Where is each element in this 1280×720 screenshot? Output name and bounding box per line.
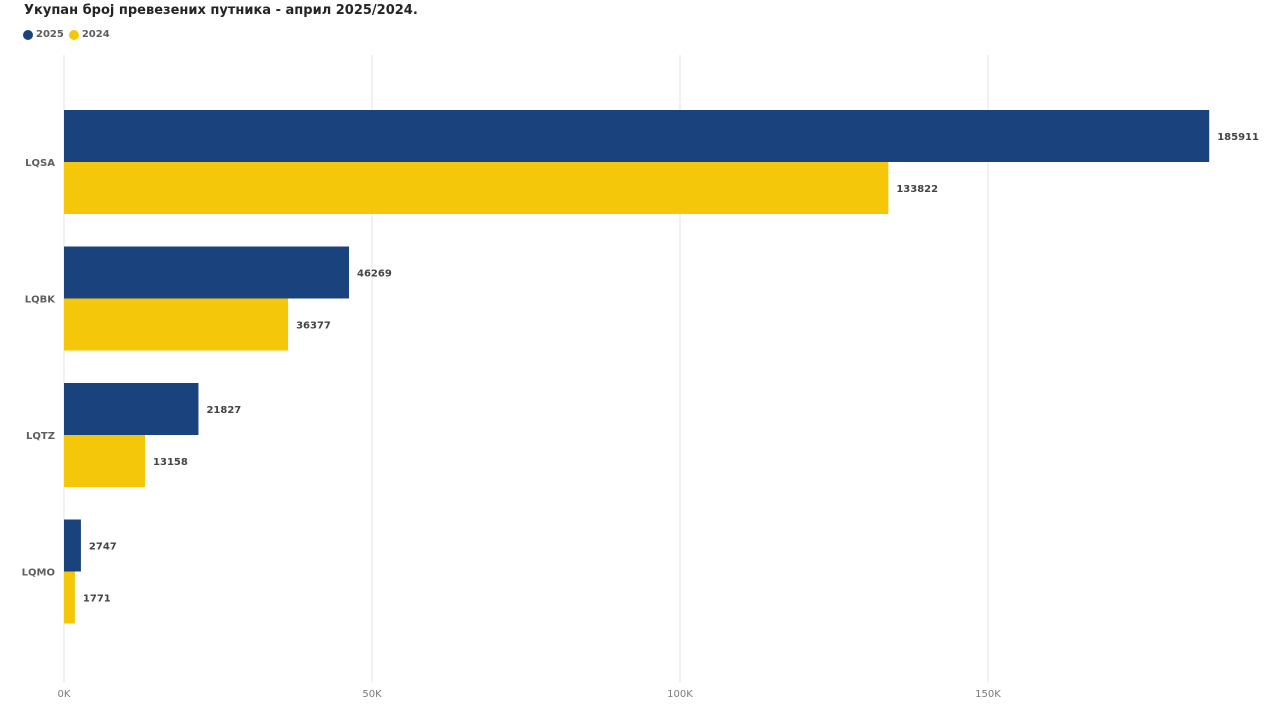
category-label: LQSA [25,158,55,169]
bar-2025-lqmo[interactable] [64,519,81,572]
x-tick-label: 0K [58,689,71,700]
legend-marker-2024 [68,29,79,40]
bar-2024-lqbk[interactable] [64,298,289,351]
legend: 2025 2024 [23,29,115,40]
x-tick-label: 100K [667,689,693,700]
legend-label-2024: 2024 [81,29,110,40]
bar-2025-lqbk[interactable] [64,246,350,299]
legend-marker-2025 [23,29,33,40]
category-label: LQBK [25,295,56,306]
bar-2024-lqtz[interactable] [64,435,146,487]
bars [64,110,1210,624]
data-label: 36377 [296,321,331,332]
data-label: 1771 [83,594,111,605]
bar-2024-lqmo[interactable] [64,571,75,624]
bar-2025-lqsa[interactable] [64,110,1210,162]
x-tick-label: 50K [362,689,382,700]
data-label: 2747 [89,542,117,553]
bar-2024-lqsa[interactable] [64,162,889,214]
data-label: 46269 [357,269,392,280]
legend-item-2024[interactable]: 2024 [68,29,110,40]
labels: 0K 50K 100K 150K LQSA 185911 133822 LQBK 46269 36… [22,132,1259,700]
bar-2025-lqtz[interactable] [64,383,199,435]
data-label: 185911 [1217,132,1259,143]
x-tick-label: 150K [975,689,1001,700]
legend-item-2025[interactable]: 2025 [23,29,64,40]
data-label: 133822 [896,184,938,195]
chart-title: Укупан број превезених путника - април 2… [24,3,418,18]
data-label: 13158 [153,457,188,468]
data-label: 21827 [206,405,241,416]
category-label: LQTZ [26,431,55,442]
category-label: LQMO [22,568,55,579]
legend-label-2025: 2025 [36,29,64,40]
